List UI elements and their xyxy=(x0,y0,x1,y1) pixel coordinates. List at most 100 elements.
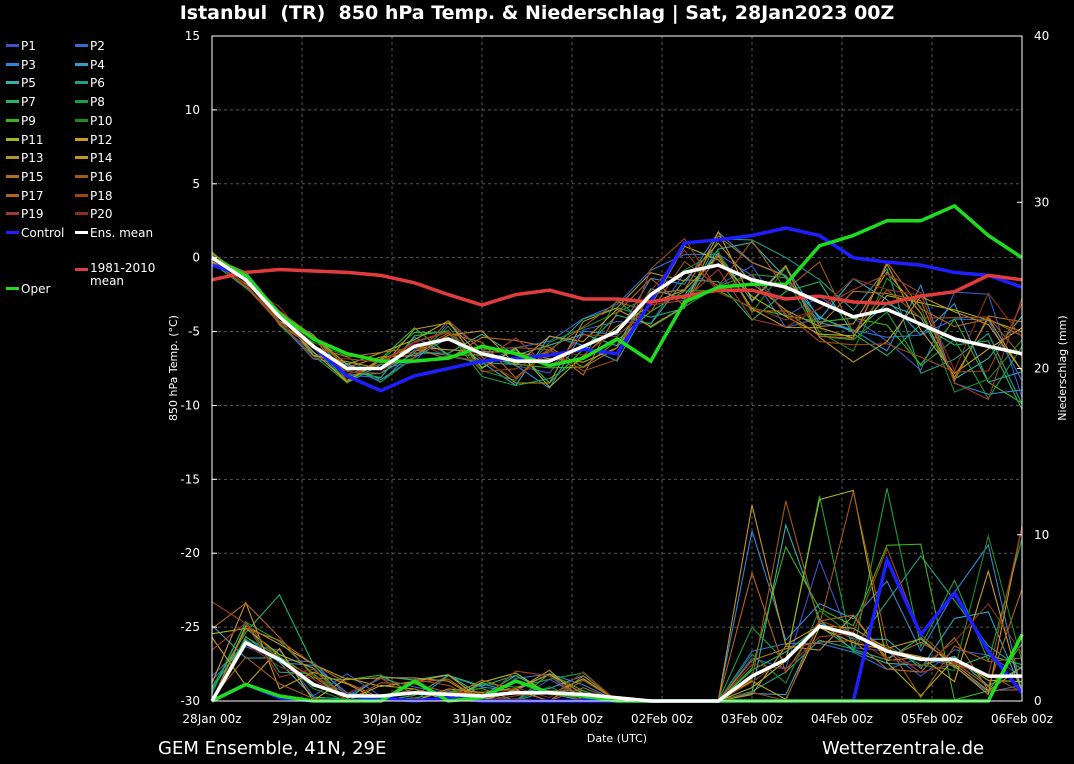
legend-swatch xyxy=(6,231,19,234)
member-temp-line-p13 xyxy=(211,242,1023,384)
legend-swatch xyxy=(6,156,19,160)
legend-label: P14 xyxy=(90,151,113,166)
legend-swatch xyxy=(75,100,88,104)
y-axis-ticks: 15 10 5 0 -5 -10 -15 -20 -25 -30 xyxy=(180,29,217,708)
legend-item-p10: P10 xyxy=(75,113,113,129)
x-tick-label: 03Feb 00z xyxy=(721,712,783,726)
x-axis-ticks: 28Jan 00z 29Jan 00z 30Jan 00z 31Jan 00z 01Fe… xyxy=(182,712,1053,726)
member-precip-line-p18 xyxy=(211,546,1023,702)
footer-model-info: GEM Ensemble, 41N, 29E xyxy=(158,738,387,759)
y-tick-label: -15 xyxy=(180,472,200,486)
member-temp-line-p15 xyxy=(211,235,1023,382)
legend-label: P1 xyxy=(21,39,36,53)
legend-label: P12 xyxy=(90,132,113,147)
control-precip-line xyxy=(211,554,1024,703)
legend-item-p6: P6 xyxy=(75,75,105,91)
y2-tick-label: 0 xyxy=(1034,694,1042,708)
ens-mean-temp-line xyxy=(211,256,1023,371)
y-tick-label: 0 xyxy=(192,251,200,265)
legend-label: P5 xyxy=(21,76,36,91)
member-precip-line-p8 xyxy=(211,488,1023,702)
y-tick-label: -5 xyxy=(188,325,200,339)
member-temp-line-p19 xyxy=(211,254,1023,401)
legend-swatch xyxy=(75,174,88,178)
legend-label: P9 xyxy=(21,113,36,128)
legend-label: P16 xyxy=(90,169,113,184)
y2-tick-label: 30 xyxy=(1034,195,1049,209)
legend-item-p14: P14 xyxy=(75,150,113,166)
y2-tick-label: 10 xyxy=(1034,528,1049,542)
x-axis-label: Date (UTC) xyxy=(587,732,647,745)
legend-swatch xyxy=(6,287,19,291)
y-axis-label: 850 hPa Temp. (°C) xyxy=(167,315,180,421)
legend-item-ens-mean: Ens. mean xyxy=(75,225,153,241)
legend-swatch xyxy=(75,137,88,141)
member-temp-line-p1 xyxy=(211,257,1023,398)
member-precip-line-p16 xyxy=(211,491,1023,702)
chart-title: Istanbul (TR) 850 hPa Temp. & Niederschl… xyxy=(179,2,895,24)
legend-item-p1: P1 xyxy=(6,38,36,54)
legend-item-control: Control xyxy=(6,225,64,241)
legend-label: P13 xyxy=(21,151,44,166)
x-tick-label: 29Jan 00z xyxy=(272,712,331,726)
legend-swatch xyxy=(75,62,88,66)
legend-label: P6 xyxy=(90,76,105,91)
legend-swatch xyxy=(75,268,88,272)
x-tick-label: 30Jan 00z xyxy=(362,712,421,726)
legend-label: P3 xyxy=(21,57,36,72)
legend-item-p13: P13 xyxy=(6,150,44,166)
legend-swatch xyxy=(6,174,19,178)
legend-label: P18 xyxy=(90,188,113,203)
legend-swatch xyxy=(6,100,19,104)
legend-label: P11 xyxy=(21,132,44,147)
legend-label: P15 xyxy=(21,169,44,184)
x-tick-label: 28Jan 00z xyxy=(182,712,241,726)
legend-item-p2: P2 xyxy=(75,38,105,54)
legend-label: P4 xyxy=(90,57,105,72)
legend-item-p5: P5 xyxy=(6,75,36,91)
legend-swatch xyxy=(6,212,19,216)
legend-item-p3: P3 xyxy=(6,57,36,73)
legend-swatch xyxy=(75,231,88,234)
legend-label: P19 xyxy=(21,207,44,222)
legend-label: P7 xyxy=(21,95,36,110)
legend-item-p12: P12 xyxy=(75,132,113,148)
legend-label: 1981-2010 mean xyxy=(90,261,156,289)
member-temp-line-p9 xyxy=(211,253,1023,404)
member-precip-line-p11 xyxy=(211,489,1023,702)
oper-temp-line xyxy=(211,203,1023,368)
legend-item-p17: P17 xyxy=(6,188,44,204)
control-temp-line xyxy=(211,226,1023,393)
x-tick-label: 01Feb 00z xyxy=(541,712,603,726)
legend-item-p9: P9 xyxy=(6,113,36,129)
legend-label: Ens. mean xyxy=(90,226,154,240)
member-precip-line-p1 xyxy=(211,558,1023,702)
legend-swatch xyxy=(6,193,19,197)
member-temp-line-p11 xyxy=(211,245,1023,388)
legend-item-p8: P8 xyxy=(75,94,105,110)
legend-item-p16: P16 xyxy=(75,169,113,185)
member-temp-line-p4 xyxy=(211,252,1023,387)
legend-swatch xyxy=(75,212,88,216)
legend-label: P20 xyxy=(90,207,113,222)
x-tick-label: 04Feb 00z xyxy=(811,712,873,726)
legend-swatch xyxy=(75,118,88,122)
y2-tick-label: 40 xyxy=(1034,29,1049,43)
legend-item-1981-2010-mean: 1981-2010 mean xyxy=(75,262,155,288)
y-tick-label: 5 xyxy=(192,177,200,191)
legend-swatch xyxy=(6,137,19,141)
y-tick-label: -25 xyxy=(180,620,200,634)
ens-mean-precip-line xyxy=(210,624,1022,703)
legend-label: P17 xyxy=(21,188,44,203)
y-tick-label: -30 xyxy=(180,694,200,708)
legend-item-p15: P15 xyxy=(6,169,44,185)
legend-swatch xyxy=(75,81,88,85)
legend-label: P8 xyxy=(90,95,105,110)
legend-item-p7: P7 xyxy=(6,94,36,110)
legend-label: P2 xyxy=(90,39,105,53)
member-precip-line-p9 xyxy=(211,543,1023,702)
legend-swatch xyxy=(6,44,19,47)
x-tick-label: 05Feb 00z xyxy=(901,712,963,726)
1981-2010-mean-temp-line xyxy=(211,267,1023,307)
x-tick-label: 06Feb 00z xyxy=(991,712,1053,726)
